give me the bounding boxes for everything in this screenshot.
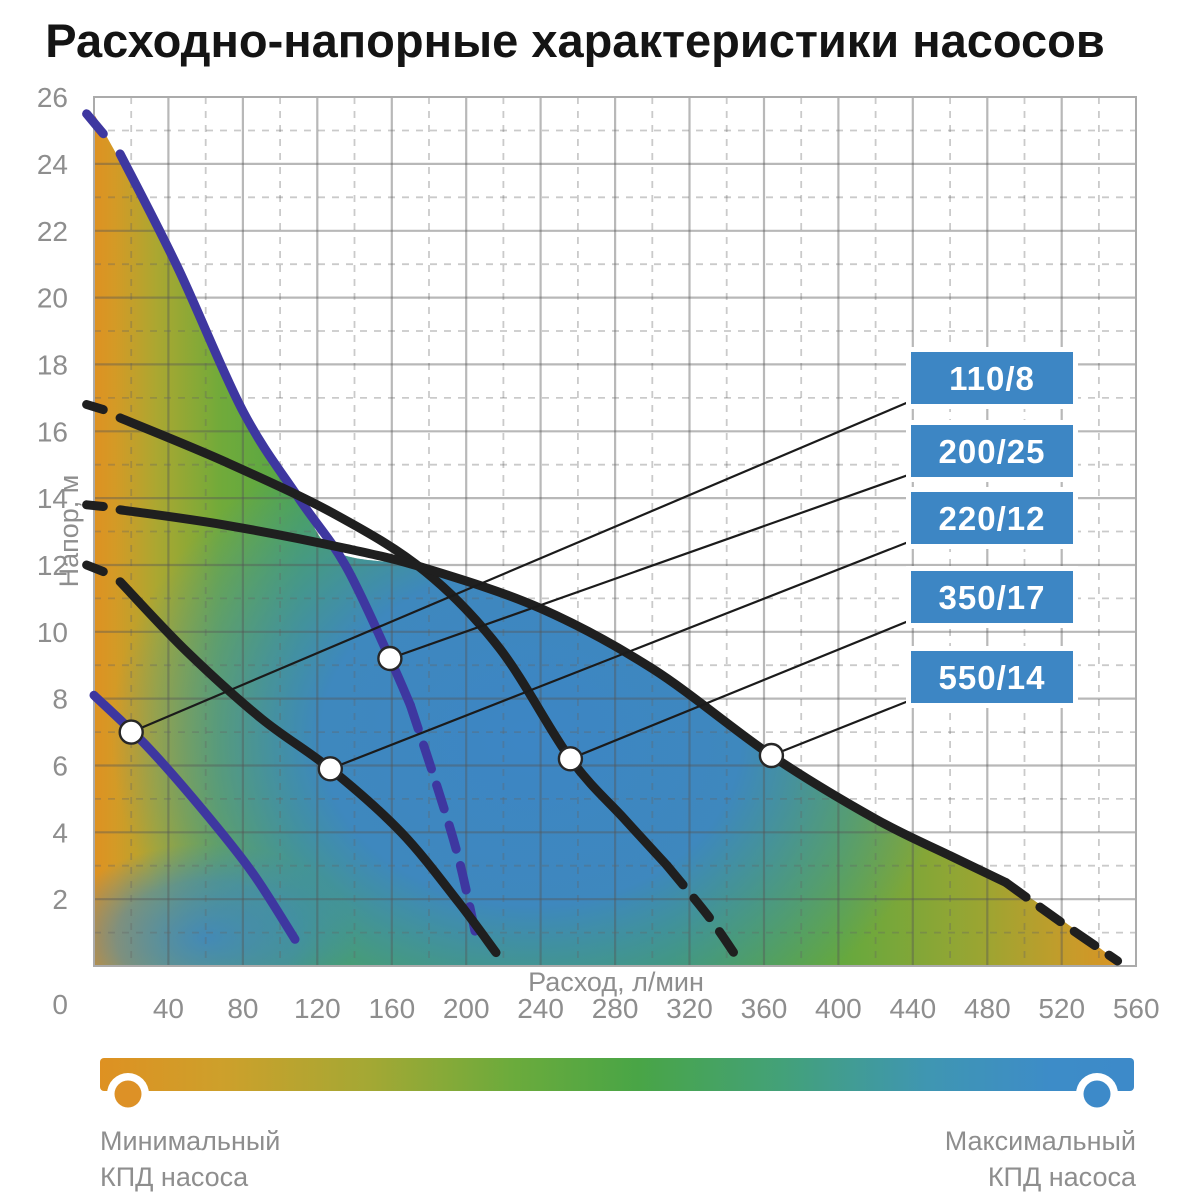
max-efficiency-label-line2: КПД насоса (988, 1162, 1137, 1192)
x-tick-440: 440 (889, 993, 936, 1024)
pump-label-boxes: 110/8 200/25 220/12 350/17 550/14 (906, 347, 1078, 708)
label-box-text-200/25: 200/25 (939, 433, 1046, 470)
leader-line-350/17 (569, 618, 912, 760)
pump-curve-550/14-dashed-tail (1001, 878, 1123, 966)
callout-leader-lines (130, 399, 912, 770)
y-tick-18: 18 (37, 349, 68, 380)
marker-dot-550/14 (758, 742, 785, 769)
pump-curve-200/25-dashed-tail (405, 700, 482, 948)
efficiency-gradient-bar (100, 1058, 1134, 1091)
label-box-110/8 (911, 352, 1073, 404)
x-tick-280: 280 (592, 993, 639, 1024)
x-axis-title: Расход, л/мин (528, 967, 704, 997)
pump-curve-200/25-start-dash (82, 109, 108, 139)
min-efficiency-marker-icon (114, 1080, 142, 1108)
x-tick-480: 480 (964, 993, 1011, 1024)
y-tick-4: 4 (52, 817, 68, 848)
x-tick-240: 240 (517, 993, 564, 1024)
y-tick-2: 2 (52, 884, 68, 915)
label-box-text-550/14: 550/14 (939, 659, 1046, 696)
y-axis-title: Напор, м (54, 475, 84, 588)
label-box-550/14 (911, 651, 1073, 703)
y-tick-22: 22 (37, 216, 68, 247)
pump-curves (82, 109, 1123, 966)
x-tick-80: 80 (227, 993, 258, 1024)
x-tick-160: 160 (368, 993, 415, 1024)
efficiency-legend: Минимальный КПД насоса Максимальный КПД … (100, 1058, 1137, 1192)
curve-markers (118, 645, 785, 782)
y-tick-0: 0 (52, 989, 68, 1020)
x-tick-40: 40 (153, 993, 184, 1024)
y-tick-24: 24 (37, 149, 68, 180)
pump-curve-350/17-start-dash (82, 400, 108, 415)
x-tick-320: 320 (666, 993, 713, 1024)
x-tick-120: 120 (294, 993, 341, 1024)
leader-line-220/12 (329, 539, 912, 770)
pump-curve-350/17 (115, 413, 672, 871)
marker-dot-200/25 (377, 645, 403, 672)
min-efficiency-label-line2: КПД насоса (100, 1162, 249, 1192)
grid (94, 97, 1136, 966)
y-tick-20: 20 (37, 283, 68, 314)
y-tick-10: 10 (37, 617, 68, 648)
max-efficiency-marker-icon (1083, 1080, 1111, 1108)
min-efficiency-label-line1: Минимальный (100, 1126, 280, 1156)
pump-curve-220/12-start-dash (82, 560, 108, 577)
label-box-text-350/17: 350/17 (939, 579, 1046, 616)
y-tick-14: 14 (37, 483, 68, 514)
x-tick-360: 360 (741, 993, 788, 1024)
marker-dot-350/17 (557, 746, 584, 772)
x-tick-560: 560 (1113, 993, 1160, 1024)
pump-curve-550/14 (115, 505, 1011, 887)
label-box-text-220/12: 220/12 (939, 500, 1046, 537)
chart-title: Расходно-напорные характеристики насосов (45, 14, 1105, 67)
label-box-text-110/8: 110/8 (949, 360, 1035, 397)
x-tick-200: 200 (443, 993, 490, 1024)
max-efficiency-label-line1: Максимальный (945, 1126, 1136, 1156)
plot-border (93, 96, 1137, 967)
label-box-350/17 (911, 571, 1073, 623)
pump-curve-550/14-start-dash (82, 500, 108, 511)
x-axis-tick-labels: 40 80 120 160 200 240 280 320 360 400 440 480 520 560 (153, 993, 1160, 1024)
pump-curve-200/25 (115, 149, 415, 710)
pump-curve-350/17-dashed-tail (662, 861, 741, 961)
x-tick-400: 400 (815, 993, 862, 1024)
label-box-200/25 (911, 425, 1073, 477)
y-tick-16: 16 (37, 416, 68, 447)
marker-dot-110/8 (118, 719, 144, 745)
label-box-220/12 (911, 492, 1073, 544)
y-tick-8: 8 (52, 684, 68, 715)
leader-line-200/25 (389, 472, 912, 660)
x-tick-520: 520 (1038, 993, 1085, 1024)
y-tick-26: 26 (37, 82, 68, 113)
leader-line-110/8 (130, 399, 912, 734)
leader-line-550/14 (770, 698, 912, 757)
y-tick-12: 12 (37, 550, 68, 581)
y-tick-6: 6 (52, 751, 68, 782)
marker-dot-220/12 (317, 756, 343, 782)
